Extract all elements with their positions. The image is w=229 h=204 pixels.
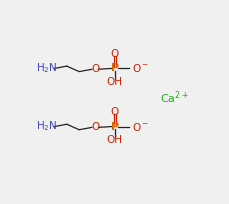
Text: P: P [111, 63, 119, 73]
Text: OH: OH [107, 77, 123, 87]
Text: P: P [111, 122, 119, 132]
Text: O: O [111, 107, 119, 117]
Text: OH: OH [107, 135, 123, 145]
Text: O$^-$: O$^-$ [132, 62, 150, 74]
Text: Ca$^{2+}$: Ca$^{2+}$ [160, 89, 188, 106]
Text: O: O [91, 64, 99, 74]
Text: O: O [111, 49, 119, 59]
Text: H$_2$N: H$_2$N [35, 62, 57, 75]
Text: O: O [91, 122, 99, 132]
Text: H$_2$N: H$_2$N [35, 120, 57, 133]
Text: O$^-$: O$^-$ [132, 121, 150, 133]
